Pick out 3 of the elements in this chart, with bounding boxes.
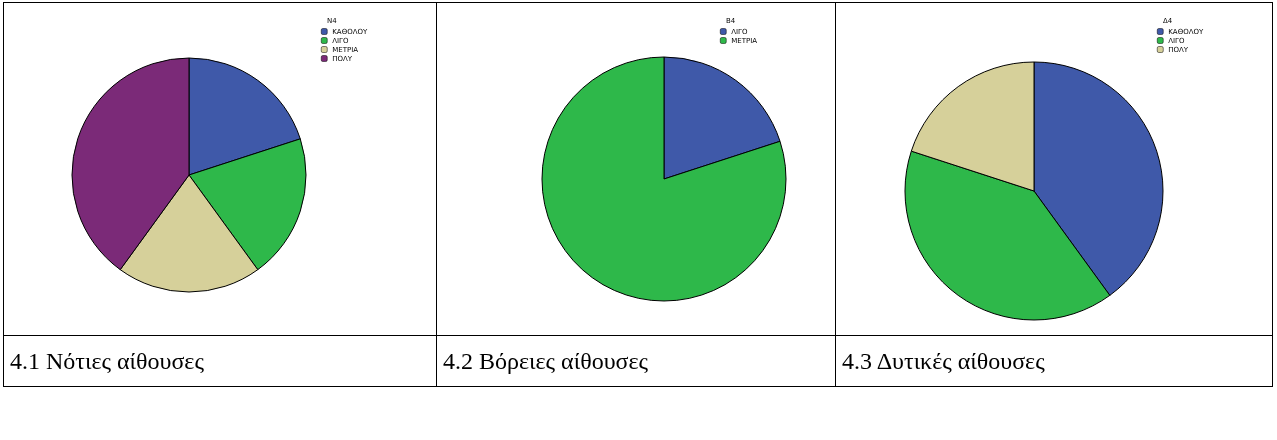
text: 4.3 Δυτικές αίθουσες bbox=[835, 335, 1273, 387]
text: 4.2 Βόρειες αίθουσες bbox=[436, 335, 836, 387]
text: 4.1 Νότιες αίθουσες bbox=[3, 335, 437, 387]
